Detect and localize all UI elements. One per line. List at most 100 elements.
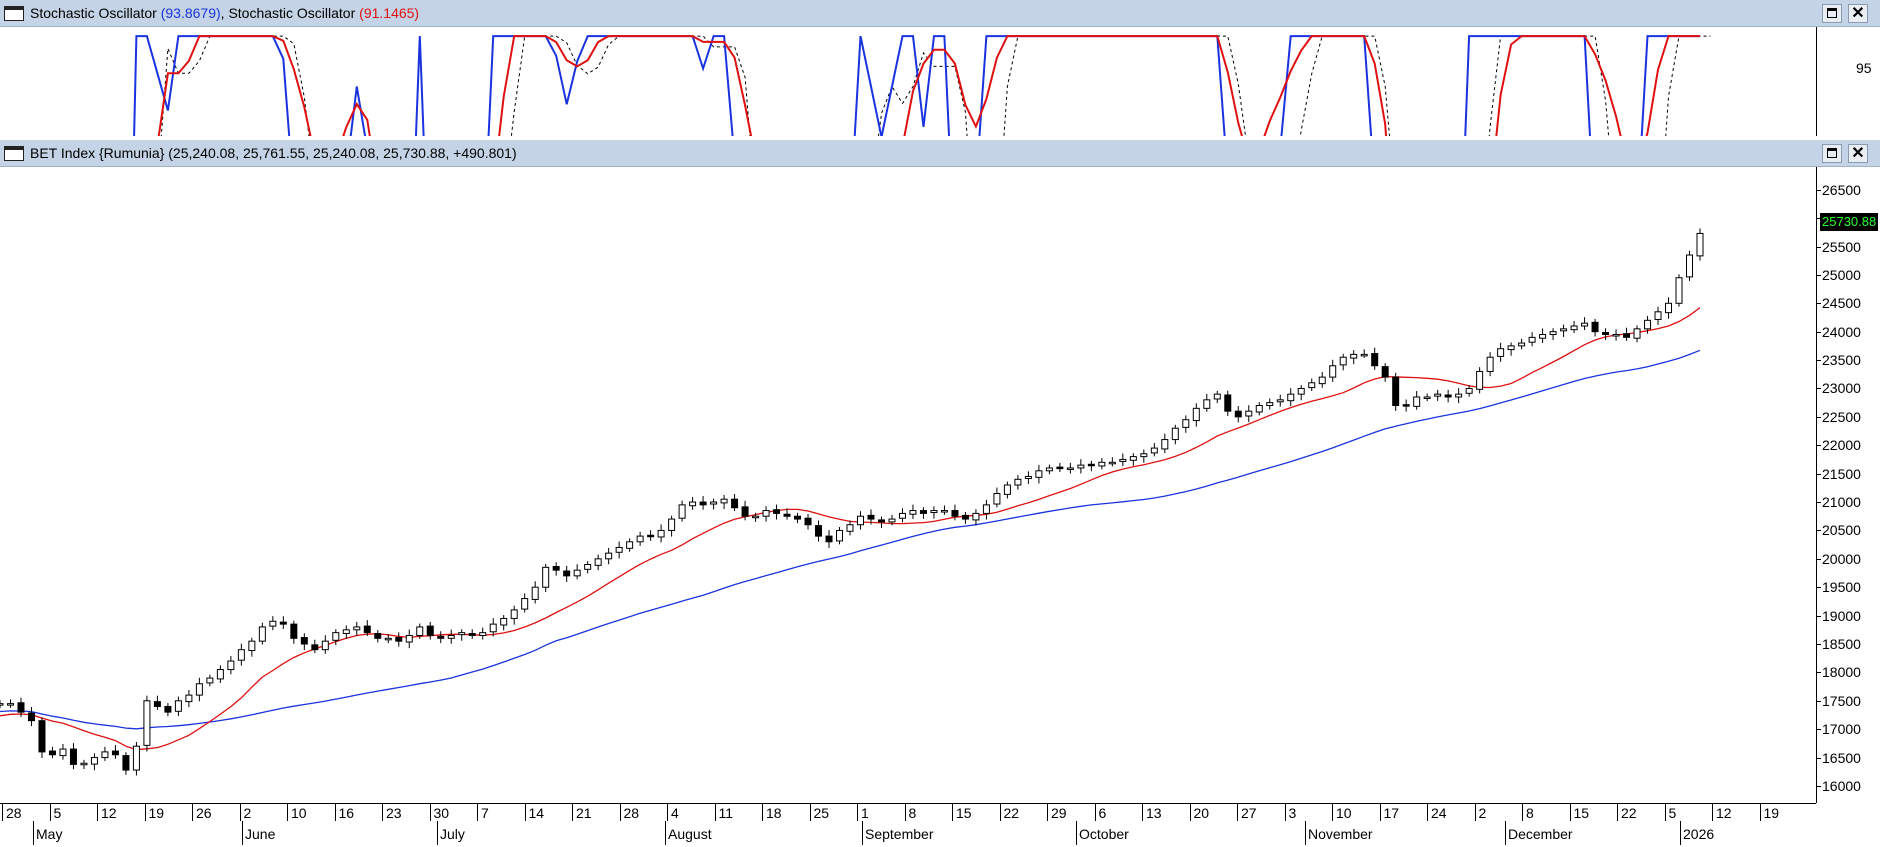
x-tick — [334, 803, 336, 821]
candle — [584, 561, 592, 574]
candle — [1098, 458, 1106, 470]
y-tick-label: 22000 — [1822, 437, 1861, 454]
candle — [521, 593, 529, 613]
candle — [300, 633, 308, 651]
candle — [143, 695, 151, 752]
x-day-label: 5 — [53, 805, 62, 821]
candle — [762, 506, 770, 522]
candle — [1329, 359, 1337, 382]
candle — [1591, 318, 1599, 337]
oscillator-window-titlebar[interactable]: Stochastic Oscillator (93.8679), Stochas… — [0, 0, 1880, 27]
candle — [1581, 317, 1589, 331]
candle — [898, 508, 906, 523]
y-tick-label: 25500 — [1822, 238, 1861, 255]
candle — [174, 696, 182, 717]
y-tick — [1816, 360, 1821, 362]
candle — [699, 496, 707, 510]
oscillator-plot[interactable] — [0, 27, 1880, 136]
candle — [1203, 393, 1211, 412]
candle — [395, 632, 403, 647]
candle — [290, 620, 298, 644]
candle — [1476, 367, 1484, 394]
candle — [1234, 406, 1242, 423]
candle — [1077, 459, 1085, 474]
x-tick — [1237, 803, 1238, 821]
x-day-label: 20 — [1193, 805, 1210, 821]
candle — [1066, 462, 1074, 474]
price-window-titlebar[interactable]: BET Index {Rumunia} (25,240.08, 25,761.5… — [0, 140, 1880, 167]
candle — [1045, 464, 1053, 475]
candle — [867, 509, 875, 525]
candle — [605, 548, 613, 565]
x-tick — [382, 803, 383, 821]
x-day-label: 16 — [338, 805, 355, 821]
candle — [1434, 389, 1442, 401]
candle — [353, 621, 361, 636]
window-icon[interactable] — [4, 6, 24, 21]
x-month-tick — [33, 821, 34, 845]
x-month-tick — [862, 821, 863, 845]
price-chart[interactable] — [0, 167, 1880, 847]
x-day-label: 12 — [101, 805, 117, 821]
candle — [1024, 471, 1032, 484]
candle — [258, 622, 266, 645]
x-tick — [809, 803, 811, 821]
candle — [1528, 332, 1536, 347]
window-icon[interactable] — [4, 146, 24, 161]
x-day-label: 22 — [1003, 805, 1020, 821]
x-tick — [904, 803, 906, 821]
candle — [710, 498, 718, 510]
y-tick-label: 19000 — [1822, 607, 1861, 624]
close-icon[interactable]: ✕ — [1848, 144, 1868, 163]
candle — [1350, 350, 1358, 365]
maximize-icon[interactable] — [1822, 4, 1842, 23]
x-tick — [857, 803, 858, 821]
candle — [321, 635, 329, 654]
candle — [1014, 475, 1022, 490]
price-window-title: BET Index {Rumunia} (25,240.08, 25,761.5… — [30, 145, 517, 161]
x-month-label: October — [1079, 826, 1129, 842]
y-tick-label: 20000 — [1822, 550, 1861, 567]
candle — [940, 505, 948, 515]
y-tick-label: 24000 — [1822, 323, 1861, 340]
candle — [1224, 390, 1232, 416]
candle — [689, 496, 697, 510]
x-tick — [1332, 803, 1333, 821]
candle — [657, 524, 665, 543]
x-month-tick — [1076, 821, 1077, 845]
x-tick — [1284, 803, 1286, 821]
close-icon[interactable]: ✕ — [1848, 4, 1868, 23]
oscillator-panel[interactable]: 95 — [0, 27, 1880, 136]
candle — [6, 699, 14, 708]
candle — [888, 514, 896, 526]
candle — [825, 530, 833, 548]
x-day-label: 3 — [1288, 805, 1297, 821]
candle — [678, 500, 686, 522]
x-day-label: 18 — [766, 805, 782, 821]
x-tick — [1474, 803, 1476, 821]
price-panel[interactable]: 16000 16500 17000 17500 18000 18500 19000 19500… — [0, 167, 1880, 847]
x-day-label: 2 — [243, 805, 252, 821]
candle — [1612, 329, 1620, 341]
candle — [48, 746, 56, 759]
candle — [1497, 342, 1505, 362]
candle — [982, 499, 990, 520]
y-tick-label: 25000 — [1822, 266, 1861, 283]
x-month-label: August — [668, 826, 712, 842]
price-y-axis — [1816, 167, 1817, 803]
y-tick — [1816, 388, 1821, 390]
y-tick — [1816, 246, 1821, 248]
x-day-label: 10 — [1336, 805, 1352, 821]
candle — [59, 743, 67, 760]
candle — [594, 554, 602, 571]
x-tick — [239, 803, 241, 821]
candle — [1560, 324, 1568, 337]
y-tick-label: 18500 — [1822, 636, 1861, 652]
maximize-icon[interactable] — [1822, 144, 1842, 163]
candle — [1465, 385, 1473, 397]
candle — [405, 629, 413, 649]
candle — [1423, 393, 1431, 402]
last-price-tag: 25730.88 — [1820, 213, 1878, 231]
candle — [783, 508, 791, 520]
x-tick — [192, 803, 193, 821]
